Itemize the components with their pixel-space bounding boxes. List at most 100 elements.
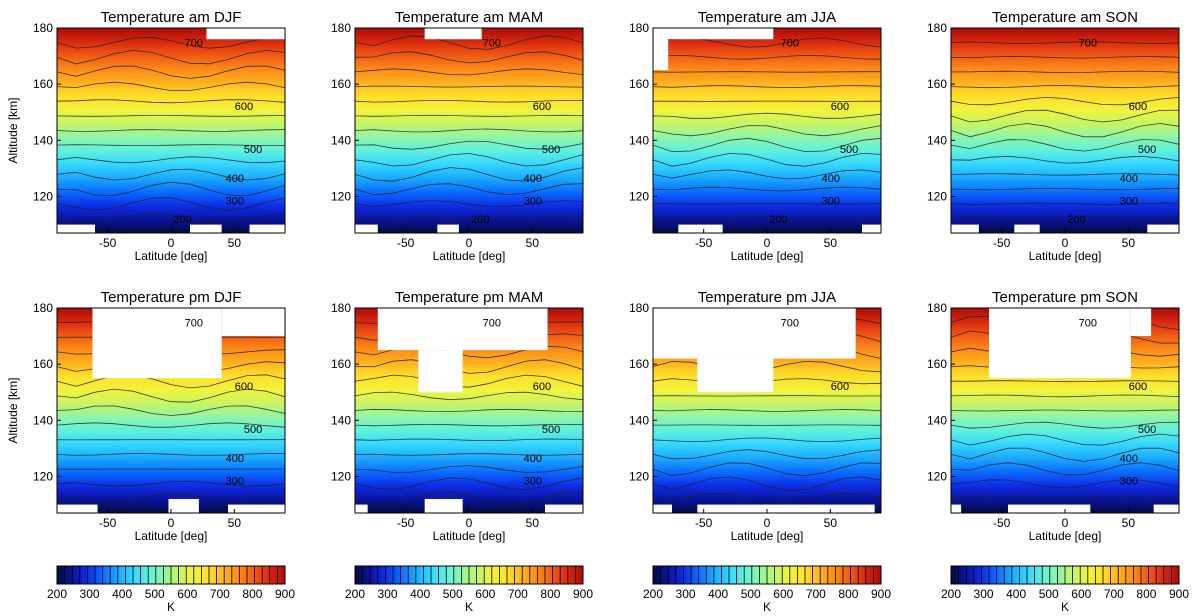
contour-line bbox=[56, 453, 286, 456]
colorbar-frame bbox=[652, 565, 882, 585]
contour-line bbox=[354, 85, 584, 88]
data-gap bbox=[424, 498, 463, 513]
data-gap bbox=[418, 350, 463, 393]
data-gap bbox=[1014, 224, 1040, 233]
contour-label: 500 bbox=[244, 424, 262, 436]
contour-line bbox=[950, 155, 1180, 164]
x-tick-label: 0 bbox=[1062, 236, 1069, 250]
y-tick-label: 120 bbox=[927, 469, 947, 483]
y-tick-label: 180 bbox=[331, 301, 351, 315]
contour-line bbox=[652, 112, 882, 119]
contour-label: 300 bbox=[1120, 475, 1138, 487]
panel-title: Temperature am JJA bbox=[698, 9, 836, 26]
contour-line bbox=[354, 391, 584, 401]
data-gap bbox=[951, 224, 979, 233]
temperature-field bbox=[653, 28, 881, 233]
colorbar-tick-label: 300 bbox=[80, 587, 100, 601]
contour-line bbox=[950, 173, 1180, 176]
x-tick-label: -50 bbox=[397, 236, 415, 250]
contour-line bbox=[950, 433, 1180, 446]
contour-line bbox=[354, 114, 584, 117]
x-tick-label: 50 bbox=[1122, 236, 1136, 250]
contour-line bbox=[950, 394, 1180, 398]
contour-line bbox=[652, 85, 882, 89]
temperature-field bbox=[951, 28, 1179, 233]
data-gap bbox=[92, 308, 222, 379]
colorbar-unit: K bbox=[465, 600, 473, 614]
panel-pm-2: 700 600 500 400 300 Temperature pm MAM -50 0 50 L… bbox=[331, 289, 584, 543]
y-tick-label: 120 bbox=[629, 189, 649, 203]
contour-line bbox=[354, 438, 584, 442]
data-gap bbox=[168, 498, 199, 513]
contour-line bbox=[56, 181, 286, 197]
panel-am-2: 700 600 500 400 300 200 Temperature am MAM -50 0… bbox=[331, 9, 584, 263]
colorbar-tick-label: 300 bbox=[378, 587, 398, 601]
data-gap bbox=[221, 308, 285, 337]
contour-line bbox=[950, 109, 1180, 123]
y-tick-label: 180 bbox=[629, 301, 649, 315]
contour-line bbox=[652, 152, 882, 167]
x-axis-label: Latitude [deg] bbox=[731, 249, 804, 263]
contour-line bbox=[354, 183, 584, 196]
colorbar-tick-label: 500 bbox=[741, 587, 761, 601]
x-tick-label: 50 bbox=[824, 236, 838, 250]
contour-label: 500 bbox=[542, 144, 560, 156]
y-tick-label: 140 bbox=[331, 133, 351, 147]
contour-line bbox=[652, 71, 881, 73]
x-tick-label: -50 bbox=[695, 516, 713, 530]
colorbar-tick-label: 700 bbox=[806, 587, 826, 601]
contour-label: 500 bbox=[840, 144, 858, 156]
panel-title: Temperature am MAM bbox=[395, 9, 543, 26]
colorbar-tick-label: 200 bbox=[47, 587, 67, 601]
colorbar-tick-label: 400 bbox=[112, 587, 132, 601]
contour-label: 600 bbox=[235, 101, 253, 113]
contour-line bbox=[950, 96, 1180, 106]
contour-label: 300 bbox=[1120, 195, 1138, 207]
contour-line bbox=[56, 144, 286, 147]
x-tick-label: -50 bbox=[99, 516, 117, 530]
x-tick-label: 0 bbox=[168, 516, 175, 530]
colorbar-unit: K bbox=[763, 600, 771, 614]
contour-label: 300 bbox=[524, 475, 542, 487]
data-gap bbox=[951, 504, 962, 513]
contour-line bbox=[950, 496, 1180, 501]
data-gap bbox=[1153, 504, 1179, 513]
data-gap bbox=[377, 308, 548, 351]
data-gap bbox=[653, 504, 672, 513]
contour-line bbox=[56, 115, 286, 117]
contour-line bbox=[354, 200, 584, 208]
colorbar-2: 200 300 400 500 600 700 800 900 K bbox=[345, 565, 593, 614]
contour-line bbox=[951, 380, 1180, 383]
contour-label: 600 bbox=[1129, 101, 1147, 113]
contour-line bbox=[56, 197, 286, 211]
panel-pm-4: 700 600 500 400 300 Temperature pm SON -50 0 50 L… bbox=[927, 289, 1180, 543]
x-tick-label: -50 bbox=[695, 236, 713, 250]
x-tick-label: 0 bbox=[466, 516, 473, 530]
colorbar-tick-label: 900 bbox=[275, 587, 295, 601]
contour-line bbox=[56, 129, 286, 132]
contour-line bbox=[652, 449, 882, 460]
colorbar-tick-label: 400 bbox=[410, 587, 430, 601]
contour-line bbox=[354, 128, 584, 133]
colorbar-tick-label: 500 bbox=[443, 587, 463, 601]
x-axis-label: Latitude [deg] bbox=[433, 249, 506, 263]
contour-line bbox=[653, 202, 882, 205]
contour-line bbox=[653, 424, 882, 426]
contour-line bbox=[354, 424, 584, 427]
x-tick-label: 0 bbox=[764, 516, 771, 530]
colorbar-tick-label: 900 bbox=[871, 587, 891, 601]
contour-label: 700 bbox=[185, 317, 203, 329]
contour-line bbox=[354, 477, 584, 491]
data-gap bbox=[355, 504, 368, 513]
colorbar-tick-label: 200 bbox=[345, 587, 365, 601]
contour-line bbox=[950, 421, 1180, 429]
contour-line bbox=[354, 408, 584, 413]
colorbar-tick-label: 600 bbox=[177, 587, 197, 601]
y-axis-label: Altitude [km] bbox=[6, 97, 20, 163]
x-tick-label: 50 bbox=[228, 516, 242, 530]
panel-title: Temperature am SON bbox=[992, 9, 1138, 26]
contour-line bbox=[56, 168, 286, 181]
x-axis-label: Latitude [deg] bbox=[135, 249, 208, 263]
contour-line bbox=[354, 359, 584, 374]
contour-label: 700 bbox=[483, 317, 501, 329]
